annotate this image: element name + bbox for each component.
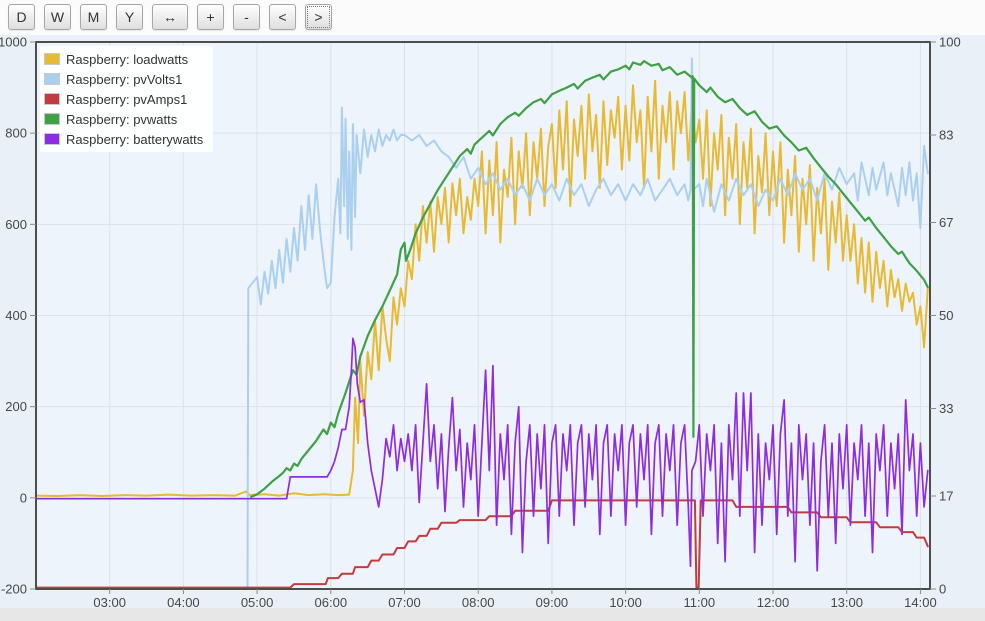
legend-label: Raspberry: pvwatts — [66, 111, 178, 127]
x-axis-tick-label: 10:00 — [609, 595, 642, 608]
y-right-tick-label: 100 — [939, 35, 961, 50]
toolbar-button-fit-range[interactable]: ↔ — [152, 4, 188, 30]
y-right-tick-label: 0 — [939, 582, 946, 597]
legend-item-pvwatts[interactable]: Raspberry: pvwatts — [44, 109, 203, 129]
toolbar-button-month[interactable]: M — [80, 4, 107, 30]
legend-label: Raspberry: pvAmps1 — [66, 91, 188, 107]
x-axis-tick-label: 07:00 — [388, 595, 421, 608]
series-line-pvwatts — [250, 60, 929, 498]
legend-swatch — [44, 53, 60, 65]
series-line-pvVolts1 — [35, 57, 929, 590]
y-left-tick-label: 600 — [5, 217, 27, 232]
x-axis-tick-label: 03:00 — [93, 595, 126, 608]
x-axis-tick-label: 06:00 — [315, 595, 348, 608]
x-axis-tick-label: 08:00 — [462, 595, 495, 608]
toolbar-button-year[interactable]: Y — [116, 4, 143, 30]
y-right-tick-label: 67 — [939, 215, 953, 230]
y-left-tick-label: 200 — [5, 399, 27, 414]
toolbar-button-zoom-out[interactable]: - — [233, 4, 260, 30]
y-left-tick-label: 400 — [5, 308, 27, 323]
toolbar: D W M Y ↔ + - < > — [0, 0, 985, 35]
legend-swatch — [44, 93, 60, 105]
legend-label: Raspberry: loadwatts — [66, 51, 189, 67]
toolbar-button-pan-right[interactable]: > — [305, 4, 332, 30]
x-axis-tick-label: 11:00 — [684, 595, 716, 608]
legend-swatch — [44, 133, 60, 145]
y-right-tick-label: 50 — [939, 308, 953, 323]
toolbar-button-week[interactable]: W — [44, 4, 71, 30]
bottom-strip — [0, 608, 985, 621]
chart-widget: -200 0 200 400 600 800 1000 0 17 33 50 67 83 100 03:00… — [0, 35, 985, 608]
legend-swatch — [44, 73, 60, 85]
x-axis-tick-label: 04:00 — [167, 595, 200, 608]
legend-label: Raspberry: batterywatts — [66, 131, 204, 147]
legend-item-loadwatts[interactable]: Raspberry: loadwatts — [44, 49, 203, 69]
x-axis-tick-label: 09:00 — [536, 595, 569, 608]
legend-item-batterywatts[interactable]: Raspberry: batterywatts — [44, 129, 203, 149]
x-axis-tick-label: 13:00 — [830, 595, 863, 608]
y-left-tick-label: 800 — [5, 126, 27, 141]
toolbar-button-day[interactable]: D — [8, 4, 35, 30]
toolbar-button-zoom-in[interactable]: + — [197, 4, 224, 30]
y-right-tick-label: 33 — [939, 401, 953, 416]
legend-item-pvAmps1[interactable]: Raspberry: pvAmps1 — [44, 89, 203, 109]
legend-item-pvVolts1[interactable]: Raspberry: pvVolts1 — [44, 69, 203, 89]
y-right-tick-label: 17 — [939, 489, 953, 504]
series-line-pvAmps1 — [35, 499, 929, 589]
toolbar-button-pan-left[interactable]: < — [269, 4, 296, 30]
legend-swatch — [44, 113, 60, 125]
x-axis-tick-label: 14:00 — [904, 595, 937, 608]
y-right-tick-label: 83 — [939, 127, 953, 142]
x-axis-tick-label: 12:00 — [757, 595, 790, 608]
x-axis-tick-label: 05:00 — [241, 595, 274, 608]
legend-label: Raspberry: pvVolts1 — [66, 71, 183, 87]
y-left-tick-label: 0 — [20, 490, 27, 505]
chart-legend: Raspberry: loadwatts Raspberry: pvVolts1 R… — [40, 46, 214, 152]
series-line-batterywatts — [35, 337, 929, 572]
series-line-loadwatts — [35, 79, 929, 497]
y-left-tick-label: 1000 — [0, 35, 27, 50]
y-left-tick-label: -200 — [1, 582, 27, 597]
